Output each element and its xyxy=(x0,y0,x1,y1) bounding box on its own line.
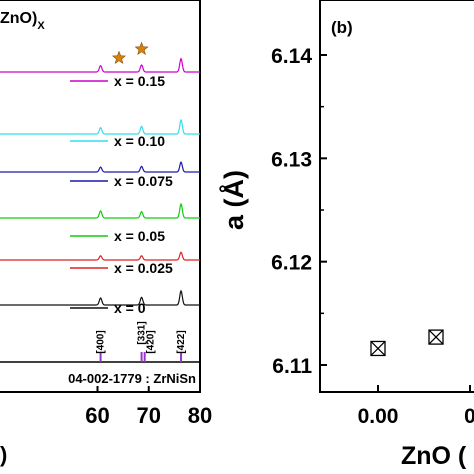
legend-label: x = 0.075 xyxy=(114,173,173,189)
data-point xyxy=(370,340,386,357)
xrd-xlabel-fragment: ) xyxy=(0,442,7,467)
x-tick-label: 0.00 xyxy=(358,405,399,428)
hkl-label: [331] xyxy=(137,321,148,344)
xrd-legend: x = 0.15 x = 0.10 x = 0.075 x = 0.05 x = 0.0… xyxy=(70,73,173,316)
lattice-x-axis: 0.00 0 xyxy=(358,385,474,428)
xrd-series-line xyxy=(0,161,200,173)
xrd-series-line xyxy=(0,57,200,73)
xrd-title-text: ZnO)X xyxy=(0,10,45,32)
legend-label: x = 0.10 xyxy=(114,133,165,149)
reference-pattern: [400] [331][420] [422] xyxy=(96,321,187,362)
y-tick-label: 6.11 xyxy=(272,355,312,378)
xrd-x-axis: 60 70 80 xyxy=(85,386,212,428)
x-tick-label: 60 xyxy=(85,403,109,428)
lattice-ylabel: a (Å) xyxy=(218,170,249,230)
lattice-panel-label: (b) xyxy=(331,18,353,37)
hkl-label: [420] xyxy=(146,330,157,353)
lattice-panel: (b) 6.14 6.13 6.12 6.11 0.00 0 a (Å) ZnO ( xyxy=(218,0,474,470)
lattice-xlabel-fragment: ZnO ( xyxy=(401,442,467,470)
legend-label: x = 0 xyxy=(114,300,146,316)
reference-label: 04-002-1779 : ZrNiSn xyxy=(68,371,196,386)
legend-label: x = 0.025 xyxy=(114,260,173,276)
lattice-y-axis: 6.14 6.13 6.12 6.11 xyxy=(271,45,327,378)
xrd-series-line xyxy=(0,251,200,261)
xrd-series-line xyxy=(0,289,200,306)
lattice-plot-frame xyxy=(319,0,474,393)
star-marker xyxy=(134,41,149,55)
xrd-title-subscript: X xyxy=(37,20,45,32)
xrd-series-line xyxy=(0,118,200,135)
x-tick-label: 70 xyxy=(137,403,161,428)
x-tick-label: 80 xyxy=(188,403,212,428)
impurity-markers xyxy=(112,41,149,64)
xrd-series-line xyxy=(0,202,200,219)
legend-label: x = 0.15 xyxy=(114,73,165,89)
y-tick-label: 6.13 xyxy=(271,148,312,171)
data-point xyxy=(428,329,444,345)
hkl-label: [422] xyxy=(176,330,187,353)
hkl-label: [400] xyxy=(96,330,107,353)
star-marker xyxy=(112,50,126,64)
xrd-spectra xyxy=(0,57,200,306)
x-tick-label: 0 xyxy=(464,405,474,428)
lattice-data-points xyxy=(370,329,444,357)
legend-label: x = 0.05 xyxy=(114,228,165,244)
y-tick-label: 6.14 xyxy=(271,45,312,68)
y-tick-label: 6.12 xyxy=(271,252,312,275)
